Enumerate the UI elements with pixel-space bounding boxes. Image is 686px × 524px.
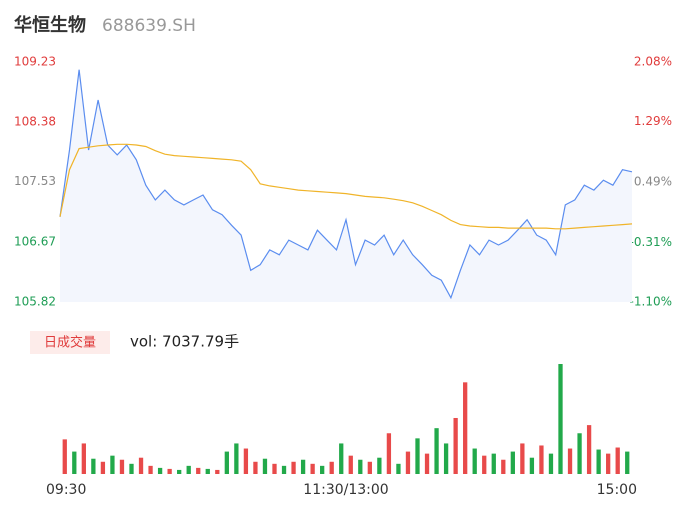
volume-value: vol: 7037.79手 [130,333,239,351]
volume-bar [548,453,554,474]
volume-bar [577,433,582,474]
volume-bar [157,467,163,474]
volume-bar [100,461,106,474]
volume-bar [167,468,172,474]
volume-bar [586,425,592,474]
volume-bar [243,448,249,474]
y-tick-label: 108.38 [14,114,56,128]
volume-bar [348,455,353,474]
volume-label: 日成交量 [44,335,96,351]
volume-bar [501,459,506,474]
volume-bar [320,465,325,474]
volume-bar [510,451,515,474]
y-tick-label: 105.82 [14,295,56,309]
volume-bar [558,364,563,474]
y2-tick-label: 0.49% [634,175,672,189]
volume-bar [262,458,268,474]
volume-bar [539,445,544,474]
y-tick-label: 106.67 [14,235,56,249]
x-tick-label: 09:30 [46,482,86,498]
volume-bar [520,443,525,474]
volume-bar [186,465,191,474]
volume-bar [386,433,392,474]
volume-bar [310,463,315,474]
volume-bar [463,382,468,474]
volume-bar [367,461,372,474]
volume-bar [196,467,201,474]
volume-bar [615,447,620,474]
volume-bar [424,453,430,474]
volume-bar [272,463,277,474]
volume-bar [148,465,153,474]
stock-code: 688639.SH [102,16,196,36]
volume-bar [491,453,496,474]
volume-bar [81,443,86,474]
volume-bar [453,417,458,474]
volume-bar [329,461,334,474]
volume-bar [377,457,382,474]
y-tick-label: 107.53 [14,174,56,188]
volume-bar [224,451,229,474]
volume-bar [91,458,96,474]
volume-bar [482,455,487,474]
volume-label-bg [30,331,110,354]
volume-bar [405,451,411,474]
volume-bar [119,459,125,474]
volume-bar [110,455,115,474]
volume-bar [596,449,601,474]
x-tick-label: 15:00 [597,482,637,498]
volume-bar [443,443,449,474]
volume-bar [472,448,477,474]
volume-bar [234,443,239,474]
volume-bar [138,457,144,474]
volume-bar [281,465,287,474]
volume-bar [129,463,134,474]
price-line [59,69,633,300]
volume-bar [253,461,258,474]
y2-tick-label: 2.08% [634,55,672,69]
volume-bar [72,451,77,474]
volume-bar [62,439,67,474]
y2-tick-label: 1.29% [634,114,672,128]
y-tick-label: 109.23 [14,55,56,69]
volume-bar [606,453,611,474]
volume-bar [215,469,220,474]
volume-bar [625,451,630,474]
volume-bar [300,459,306,474]
volume-bar [291,461,296,474]
volume-bar [434,428,439,474]
volume-bar [567,448,573,474]
volume-bar [415,438,420,474]
average-line [59,143,633,230]
y2-tick-label: -0.31% [630,235,672,249]
x-tick-label: 11:30/13:00 [303,482,388,498]
stock-name: 华恒生物 [14,14,86,36]
volume-bar [177,469,182,474]
price-area [60,69,632,302]
volume-bar [396,463,401,474]
y2-tick-label: -1.10% [630,295,672,309]
volume-bar [358,459,363,474]
volume-bar [339,443,344,474]
volume-bar [205,468,210,474]
volume-bar [529,457,535,474]
